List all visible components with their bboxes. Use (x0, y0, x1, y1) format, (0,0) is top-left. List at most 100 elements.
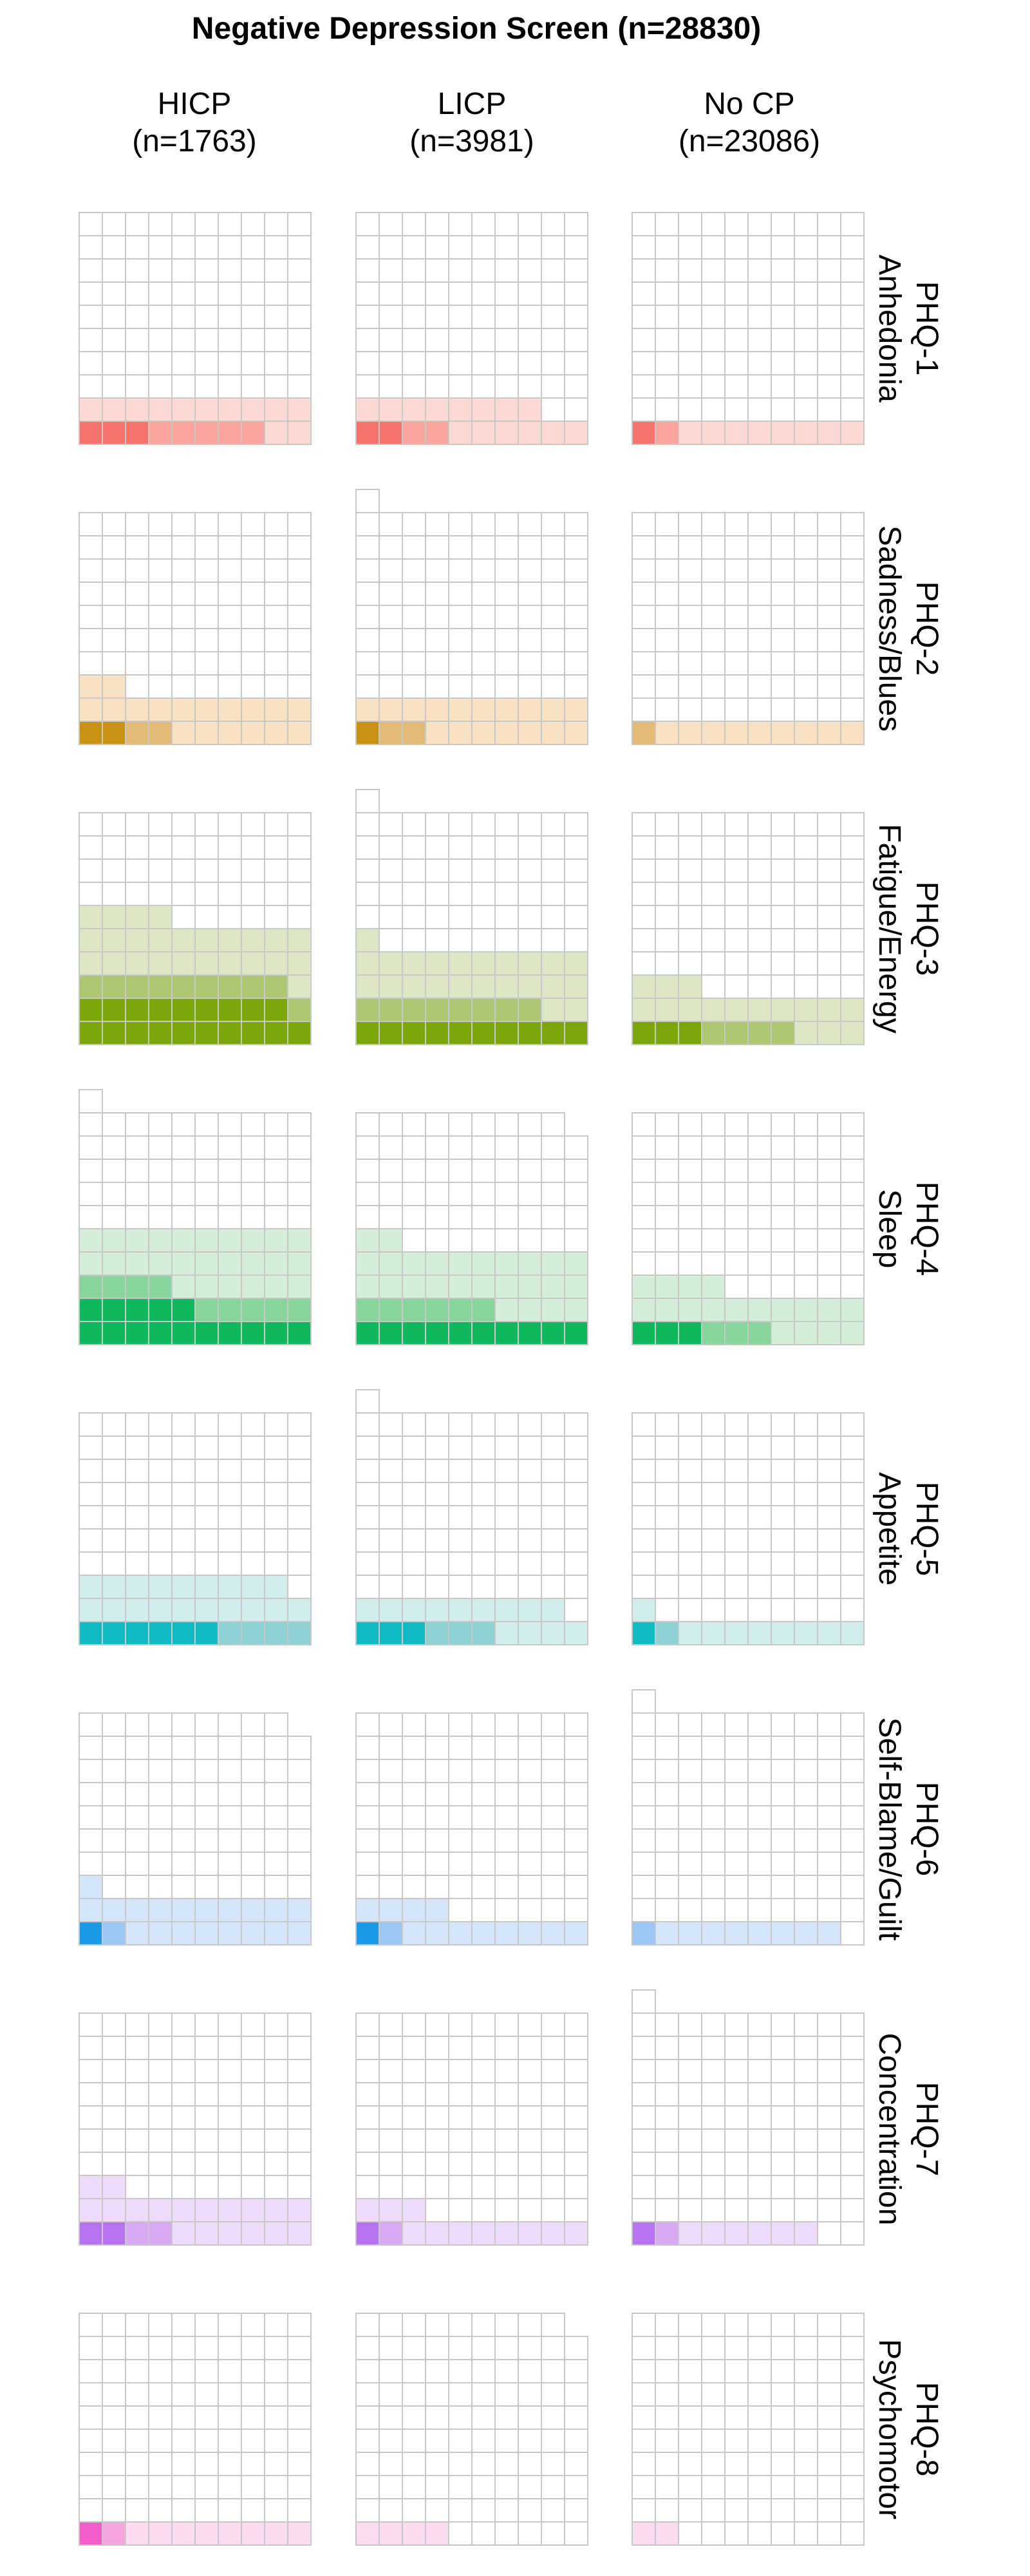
waffle-cell (494, 2405, 519, 2430)
waffle-cell (402, 1551, 426, 1576)
waffle-cell (655, 2452, 679, 2476)
waffle-cell (448, 605, 473, 629)
waffle-cell (125, 1551, 149, 1576)
waffle-cell (79, 1482, 103, 1506)
waffle-cell (425, 2405, 449, 2430)
waffle-cell (724, 1112, 749, 1137)
waffle-cell (171, 1505, 196, 1530)
waffle-cell (494, 1575, 519, 1599)
waffle-cell (518, 351, 542, 375)
waffle-cell (494, 2152, 519, 2176)
waffle-cell (148, 2382, 173, 2407)
waffle-cell (171, 1852, 196, 1876)
waffle-cell (287, 674, 312, 699)
waffle-cell (264, 1759, 288, 1783)
waffle-cell (632, 2221, 656, 2246)
waffle-cell (840, 1759, 865, 1783)
waffle-cell (494, 1251, 519, 1276)
waffle-cell (448, 1435, 473, 1460)
waffle-cell (402, 212, 426, 236)
waffle-cell (655, 974, 679, 999)
waffle-cell (724, 1712, 749, 1737)
waffle-cell (701, 951, 726, 976)
waffle-cell (541, 835, 565, 860)
waffle-cell (379, 605, 403, 629)
waffle-cell (448, 2359, 473, 2383)
waffle-cell (425, 1228, 449, 1253)
waffle-cell (655, 1712, 679, 1737)
waffle-cell (518, 2175, 542, 2199)
waffle-cell (218, 1298, 242, 1322)
waffle-cell (125, 928, 149, 952)
waffle-cell (794, 2175, 818, 2199)
waffle-cell (241, 905, 265, 929)
waffle-cell (264, 2336, 288, 2360)
waffle-cell (125, 1435, 149, 1460)
waffle-cell (632, 374, 656, 399)
waffle-cell (148, 351, 173, 375)
waffle-cell (125, 2313, 149, 2337)
waffle-cell (264, 2475, 288, 2499)
waffle-cell (79, 1112, 103, 1137)
waffle-cell (194, 2336, 219, 2360)
waffle-cell (79, 2429, 103, 2453)
waffle-cell (264, 2221, 288, 2246)
waffle-cell (148, 1182, 173, 1206)
waffle-cell (632, 1274, 656, 1299)
waffle-cell (518, 2082, 542, 2107)
waffle-cell (701, 2382, 726, 2407)
waffle-cell (541, 397, 565, 422)
waffle-cell (264, 974, 288, 999)
waffle-cell (632, 2198, 656, 2222)
waffle-cell (701, 1852, 726, 1876)
waffle-cell (264, 1459, 288, 1483)
waffle-cell (494, 2498, 519, 2523)
waffle-cell (171, 1159, 196, 1183)
waffle-cell (125, 374, 149, 399)
waffle-cell (494, 2429, 519, 2453)
waffle-cell (747, 2452, 772, 2476)
waffle-cell (724, 1412, 749, 1437)
waffle-cell (194, 2128, 219, 2153)
waffle-cell (241, 1736, 265, 1760)
waffle-cell (771, 305, 795, 329)
waffle-cell (287, 1321, 312, 1345)
waffle-cell (541, 1182, 565, 1206)
waffle-cell (241, 1482, 265, 1506)
waffle-cell (402, 858, 426, 883)
waffle-cell (724, 1159, 749, 1183)
waffle-cell (241, 674, 265, 699)
column-label: LICP (438, 87, 507, 121)
waffle-cell (494, 212, 519, 236)
waffle-cell (102, 928, 126, 952)
waffle-cell (724, 1551, 749, 1576)
waffle-cell (264, 1505, 288, 1530)
waffle-cell (471, 674, 496, 699)
waffle-cell (125, 882, 149, 906)
waffle-cell (655, 328, 679, 352)
waffle-cell (241, 535, 265, 560)
waffle-cell (171, 905, 196, 929)
waffle-cell (678, 1251, 702, 1276)
waffle-cell (241, 2105, 265, 2130)
waffle-cell (541, 2012, 565, 2037)
waffle-cell (794, 2313, 818, 2337)
waffle-cell (125, 1205, 149, 1229)
waffle-cell (448, 2012, 473, 2037)
waffle-cell (840, 1875, 865, 1899)
waffle-cell (564, 397, 588, 422)
waffle-cell (355, 1298, 380, 1322)
waffle-cell (471, 928, 496, 952)
waffle-cell (494, 281, 519, 306)
waffle-cell (102, 512, 126, 536)
waffle-cell (518, 2521, 542, 2546)
waffle-cell (448, 397, 473, 422)
waffle-cell (701, 1551, 726, 1576)
waffle-cell (840, 674, 865, 699)
waffle-cell (241, 858, 265, 883)
waffle-cell (794, 374, 818, 399)
waffle-cell (125, 951, 149, 976)
waffle-cell (724, 1298, 749, 1322)
waffle-cell (541, 1598, 565, 1622)
waffle-cell (287, 2221, 312, 2246)
